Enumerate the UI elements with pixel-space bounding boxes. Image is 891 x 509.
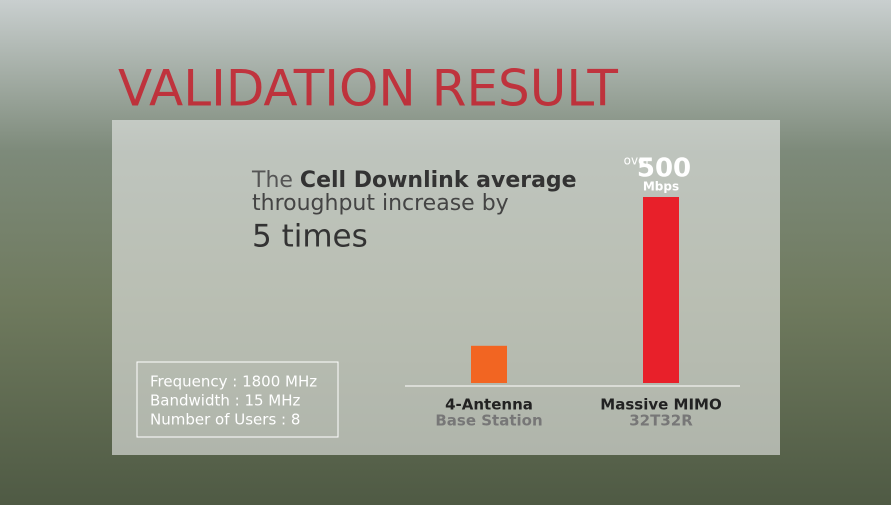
spec: Bandwidth : 15 MHz <box>150 392 301 410</box>
headline-text: throughput increase by <box>252 191 509 216</box>
spec: Frequency : 1800 MHz <box>150 373 317 391</box>
frame: VALIDATION RESULT The Cell Downlink aver… <box>0 0 891 505</box>
value-unit: Mbps <box>643 180 679 194</box>
bar <box>643 197 679 383</box>
bar <box>471 346 507 383</box>
page: {"title": "VALIDATION RESULT", "headline… <box>0 0 891 505</box>
headline-text: Cell Downlink average <box>300 168 577 193</box>
spec: Number of Users : 8 <box>150 411 300 429</box>
category-sublabel: Base Station <box>435 412 542 430</box>
title: VALIDATION RESULT <box>118 60 618 118</box>
headline: The Cell Downlink average <box>251 168 577 193</box>
headline-emphasis: 5 times <box>252 219 368 255</box>
headline-text: The <box>251 168 293 193</box>
category-sublabel: 32T32R <box>629 412 693 430</box>
